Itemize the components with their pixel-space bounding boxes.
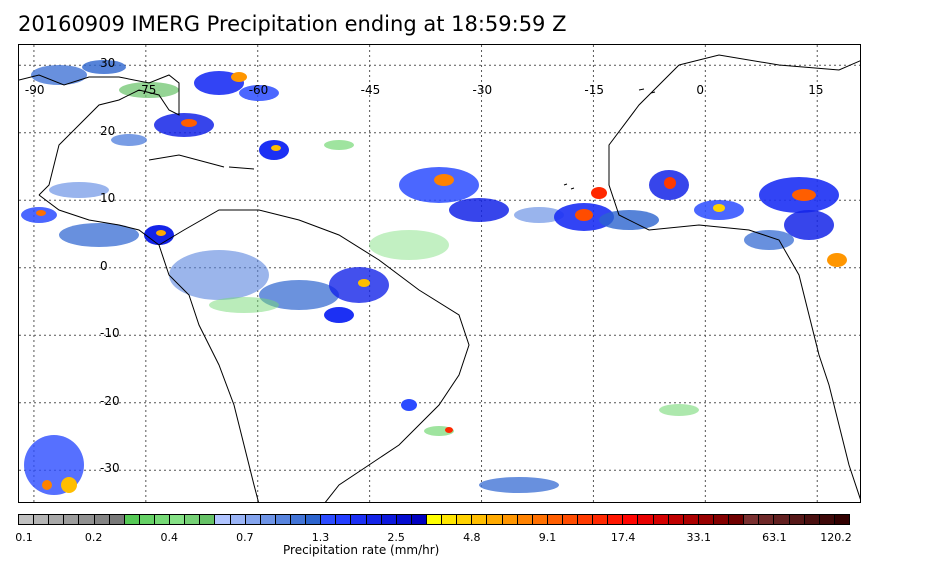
colorbar-swatch [608, 515, 624, 524]
colorbar-swatch [487, 515, 503, 524]
colorbar-swatch [774, 515, 790, 524]
colorbar-swatch [351, 515, 367, 524]
colorbar-label: Precipitation rate (mm/hr) [283, 543, 440, 557]
longitude-label: -90 [24, 83, 45, 97]
colorbar-swatch [562, 515, 579, 524]
latitude-label: -20 [100, 393, 120, 408]
latitude-label: -10 [100, 326, 120, 341]
colorbar-swatch [185, 515, 201, 524]
colorbar-swatch [426, 515, 443, 524]
colorbar-swatch [819, 515, 835, 524]
colorbar-swatch [170, 515, 186, 524]
colorbar-tick-label: 0.1 [15, 531, 33, 544]
colorbar-swatch [578, 515, 594, 524]
colorbar-swatch [472, 515, 488, 524]
colorbar-swatch [19, 515, 35, 524]
precip-cluster-central-america [21, 182, 174, 247]
latitude-label: 0 [100, 258, 108, 273]
colorbar-tick-label: 9.1 [538, 531, 557, 544]
colorbar-swatch [714, 515, 730, 524]
colorbar-swatch [729, 515, 745, 524]
colorbar-swatch [442, 515, 458, 524]
colorbar-tick-label: 0.4 [160, 531, 179, 544]
colorbar-tick-label: 17.4 [610, 531, 636, 544]
colorbar-tick-label: 120.2 [820, 531, 852, 544]
colorbar-swatch [154, 515, 171, 524]
colorbar-swatch [804, 515, 820, 524]
precip-cluster-caribbean [111, 113, 354, 160]
precip-cluster-amazon [169, 230, 449, 323]
colorbar-tick-label: 4.8 [463, 531, 481, 544]
colorbar-swatch [139, 515, 155, 524]
latitude-label: -30 [100, 461, 120, 476]
colorbar-tick-label: 1.3 [311, 531, 330, 544]
colorbar-swatch [306, 515, 322, 524]
colorbar-swatch [245, 515, 261, 524]
colorbar-swatch [275, 515, 291, 524]
longitude-label: 0 [696, 83, 704, 97]
colorbar-swatch [124, 515, 140, 524]
colorbar-swatch [517, 515, 533, 524]
colorbar-swatch [200, 515, 216, 524]
colorbar-swatch [366, 515, 382, 524]
map-frame[interactable] [18, 44, 861, 503]
colorbar-swatch [623, 515, 639, 524]
colorbar-tick-label: 0.7 [236, 531, 254, 544]
colorbar-swatch [290, 515, 307, 524]
colorbar-swatch [789, 515, 805, 524]
colorbar-tick-label: 2.5 [387, 531, 405, 544]
colorbar-swatch [532, 515, 548, 524]
precipitation-map [19, 45, 860, 502]
colorbar-swatch [49, 515, 65, 524]
colorbar-swatch [744, 515, 760, 524]
longitude-label: 15 [808, 83, 824, 97]
colorbar-swatch [109, 515, 125, 524]
longitude-label: -15 [584, 83, 605, 97]
colorbar-tick-label: 0.2 [84, 531, 103, 544]
colorbar-swatch [321, 515, 337, 524]
precip-cluster-southern [24, 399, 699, 495]
longitude-label: -60 [248, 83, 269, 97]
latitude-label: 10 [100, 191, 116, 206]
colorbar [18, 514, 850, 525]
colorbar-tick-label: 33.1 [686, 531, 711, 544]
precip-cluster-itcz [399, 167, 659, 231]
colorbar-swatch [34, 515, 50, 524]
colorbar-swatch [79, 515, 95, 524]
latitude-label: 30 [100, 56, 116, 71]
longitude-label: -75 [136, 83, 157, 97]
colorbar-swatch [638, 515, 654, 524]
colorbar-swatch [230, 515, 246, 524]
colorbar-swatch [502, 515, 518, 524]
colorbar-swatch [381, 515, 397, 524]
colorbar-swatch [411, 515, 427, 524]
colorbar-swatch [593, 515, 609, 524]
latitude-label: 20 [100, 123, 116, 138]
precip-cluster-gulf [31, 60, 279, 101]
colorbar-swatch [698, 515, 715, 524]
colorbar-swatch [834, 515, 850, 524]
colorbar-swatch [759, 515, 775, 524]
colorbar-swatch [653, 515, 669, 524]
colorbar-swatch [547, 515, 563, 524]
precipitation-layer [21, 60, 847, 495]
colorbar-swatch [336, 515, 352, 524]
colorbar-swatch [668, 515, 684, 524]
colorbar-swatch [457, 515, 473, 524]
colorbar-swatch [260, 515, 276, 524]
longitude-label: -45 [360, 83, 381, 97]
colorbar-swatch [215, 515, 231, 524]
coastline [19, 54, 860, 502]
colorbar-swatch [396, 515, 412, 524]
map-title: 20160909 IMERG Precipitation ending at 1… [18, 12, 567, 36]
precip-cluster-west-africa [649, 170, 847, 267]
longitude-label: -30 [472, 83, 493, 97]
colorbar-swatch [683, 515, 699, 524]
colorbar-swatch [64, 515, 80, 524]
colorbar-swatch [94, 515, 110, 524]
colorbar-tick-label: 63.1 [762, 531, 787, 544]
